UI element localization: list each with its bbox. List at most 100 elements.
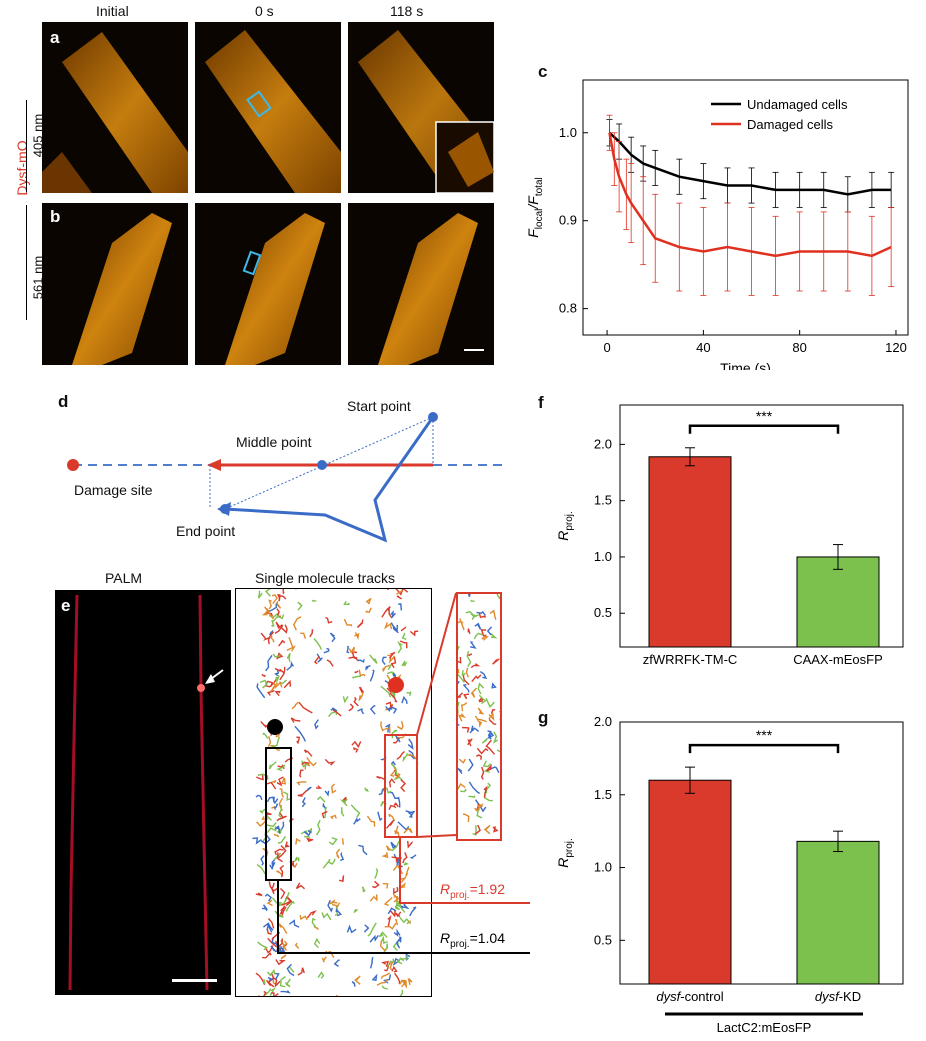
molecule-track bbox=[361, 886, 366, 893]
x-axis-label: Time (s) bbox=[720, 360, 771, 370]
molecule-track bbox=[329, 814, 337, 820]
molecule-track bbox=[485, 782, 492, 794]
molecule-track bbox=[279, 679, 287, 685]
molecule-track bbox=[390, 910, 396, 918]
molecule-track bbox=[467, 628, 471, 635]
molecule-track bbox=[390, 763, 398, 776]
molecule-track bbox=[385, 845, 391, 851]
molecule-track bbox=[265, 654, 273, 672]
y-tick-label: 0.8 bbox=[559, 301, 577, 316]
molecule-track bbox=[275, 600, 282, 609]
molecule-track bbox=[280, 990, 291, 994]
molecule-track bbox=[275, 959, 286, 966]
molecule-track bbox=[265, 979, 275, 988]
molecule-track bbox=[353, 909, 359, 913]
molecule-track bbox=[399, 979, 407, 988]
molecule-track bbox=[399, 640, 408, 649]
molecule-track bbox=[400, 626, 407, 632]
molecule-track bbox=[276, 776, 284, 787]
x-tick-label: 120 bbox=[885, 340, 907, 355]
molecule-track bbox=[492, 731, 499, 744]
molecule-track bbox=[385, 723, 391, 733]
molecule-track bbox=[324, 790, 330, 797]
molecule-track bbox=[275, 621, 283, 630]
molecule-track bbox=[335, 848, 341, 859]
molecule-track bbox=[467, 758, 474, 772]
molecule-track bbox=[369, 654, 378, 664]
molecule-track bbox=[265, 676, 279, 688]
damage-site-label: Damage site bbox=[74, 482, 153, 498]
molecule-track bbox=[304, 762, 311, 770]
rproj-black-label: Rproj.=1.04 bbox=[440, 930, 506, 950]
legend-label: Damaged cells bbox=[747, 117, 833, 132]
panel-letter-c: c bbox=[538, 62, 548, 81]
molecule-track bbox=[388, 804, 397, 811]
molecule-track bbox=[474, 715, 487, 723]
molecule-track bbox=[335, 908, 342, 917]
molecule-track bbox=[468, 653, 473, 657]
molecule-track bbox=[463, 693, 470, 700]
y-tick-label: 1.0 bbox=[594, 860, 612, 875]
molecule-track bbox=[271, 992, 279, 999]
molecule-track bbox=[374, 868, 379, 879]
molecule-track bbox=[298, 701, 313, 714]
molecule-track bbox=[485, 739, 496, 755]
molecule-track bbox=[396, 590, 404, 595]
molecule-track bbox=[381, 656, 387, 665]
panel-letter-f: f bbox=[538, 393, 544, 412]
molecule-track bbox=[401, 660, 408, 667]
molecule-track bbox=[283, 679, 292, 689]
molecule-track bbox=[291, 701, 299, 710]
molecule-track bbox=[278, 845, 287, 859]
molecule-track bbox=[378, 931, 388, 938]
image-b-0s bbox=[195, 203, 341, 365]
molecule-track bbox=[313, 655, 320, 665]
end-point-label: End point bbox=[176, 523, 236, 539]
molecule-track bbox=[283, 791, 292, 801]
molecule-track bbox=[257, 941, 268, 951]
molecule-track bbox=[358, 844, 368, 856]
molecule-track bbox=[328, 710, 338, 718]
molecule-track bbox=[460, 702, 468, 712]
molecule-track bbox=[260, 834, 271, 845]
molecule-track bbox=[294, 942, 300, 949]
chart-g: 0.5 1.0 1.5 2.0 Rproj. dysf-control dysf-KD ***… bbox=[555, 714, 904, 1035]
molecule-track bbox=[490, 708, 496, 714]
molecule-track bbox=[327, 899, 334, 913]
molecule-track bbox=[262, 732, 269, 739]
molecule-track bbox=[479, 670, 488, 680]
molecule-track bbox=[402, 753, 408, 763]
molecule-track bbox=[399, 916, 412, 925]
molecule-track bbox=[279, 888, 286, 900]
bar-0 bbox=[648, 779, 732, 985]
palm-label: PALM bbox=[105, 570, 143, 586]
significance-bracket bbox=[688, 424, 840, 434]
molecule-track bbox=[281, 624, 288, 634]
molecule-track bbox=[279, 787, 285, 798]
molecule-track bbox=[311, 917, 317, 928]
molecule-track bbox=[333, 959, 340, 967]
molecule-track bbox=[273, 972, 280, 980]
bar-1 bbox=[796, 840, 880, 985]
molecule-track bbox=[456, 692, 464, 699]
molecule-track bbox=[390, 656, 397, 669]
molecule-track bbox=[487, 730, 492, 740]
image-a-initial: a bbox=[42, 22, 188, 193]
molecule-track bbox=[288, 919, 300, 928]
molecule-track bbox=[299, 769, 304, 778]
molecule-track bbox=[325, 616, 333, 624]
molecule-track bbox=[266, 689, 275, 696]
molecule-track bbox=[490, 766, 500, 774]
molecule-track bbox=[266, 923, 273, 933]
y-tick-label: 1.0 bbox=[559, 125, 577, 140]
molecule-track bbox=[390, 841, 397, 849]
molecule-track bbox=[356, 619, 364, 628]
molecule-track bbox=[299, 915, 308, 921]
molecule-track bbox=[477, 707, 485, 715]
molecule-track bbox=[402, 852, 408, 864]
molecule-track bbox=[326, 659, 334, 667]
molecule-track bbox=[259, 679, 268, 689]
molecule-track bbox=[330, 707, 338, 712]
molecule-track bbox=[339, 798, 348, 807]
y-tick-label: 1.5 bbox=[594, 493, 612, 508]
